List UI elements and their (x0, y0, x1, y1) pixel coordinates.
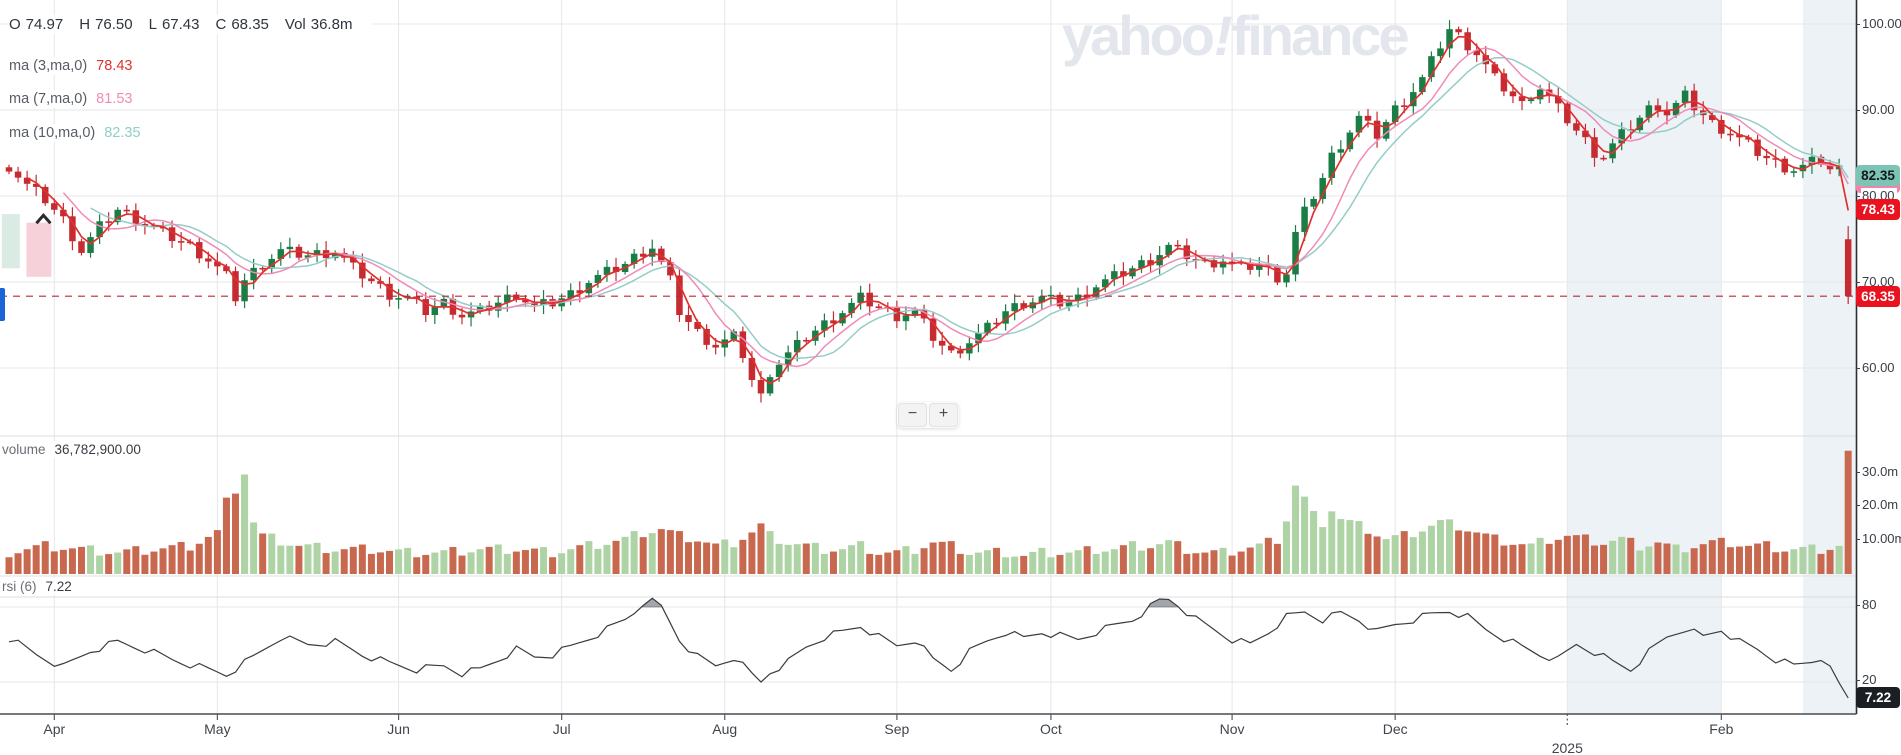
chart-plot-area[interactable] (0, 0, 1857, 714)
period-highlight-bands (1567, 0, 1857, 714)
rsi-value: 7.22 (45, 579, 72, 594)
zoom-out-button[interactable]: − (898, 403, 927, 427)
ma3-line (26, 35, 1850, 385)
ohlc-key: O (9, 16, 21, 33)
zoom-in-button[interactable]: + (929, 403, 958, 427)
rsi-series (8, 597, 1849, 699)
x-axis-label-dec: Dec (1382, 721, 1408, 737)
axis-tick (1856, 605, 1860, 606)
x-axis-label-jun: Jun (387, 721, 410, 737)
rsi-readout: rsi (6) 7.22 (2, 578, 76, 595)
pane-resize-handle[interactable] (0, 288, 5, 321)
ohlc-pair-h: H 76.50 (79, 16, 132, 33)
axis-tick (1856, 505, 1860, 506)
axis-tick (1856, 471, 1860, 473)
ohlc-pair-l: L 67.43 (149, 16, 200, 33)
volume-axis-label-10: 10.00m (1862, 530, 1901, 546)
price-axis-label-60: 60.00 (1862, 360, 1895, 375)
ma10-legend-label: ma (10,ma,0) (9, 125, 96, 141)
moving-average-lines (26, 35, 1850, 385)
ma3-legend-label: ma (3,ma,0) (9, 58, 88, 74)
ohlc-key: H (79, 16, 91, 33)
price-axis-label-100: 100.00 (1862, 16, 1901, 31)
rsi-line (8, 597, 1849, 699)
x-axis-label-nov: Nov (1219, 721, 1245, 737)
axis-tick (1856, 110, 1860, 111)
ma10-legend-value: 82.35 (104, 125, 141, 141)
ma10-price-badge: 82.35 (1856, 165, 1900, 187)
x-axis-label-feb: Feb (1709, 721, 1734, 737)
ma7-legend[interactable]: ma (7,ma,0) 81.53 (8, 90, 138, 108)
axis-tick (1856, 538, 1860, 540)
volume-readout: volume 36,782,900.00 (2, 441, 145, 458)
ohlc-value: 67.43 (161, 16, 200, 33)
ma3-legend[interactable]: ma (3,ma,0) 78.43 (8, 57, 138, 75)
price-axis-label-70: 70.00 (1862, 274, 1895, 289)
x-axis-label-sep: Sep (884, 721, 910, 737)
x-axis-label-jul: Jul (552, 721, 571, 737)
ma7-legend-label: ma (7,ma,0) (9, 91, 88, 107)
watermark-finance: finance (1232, 4, 1410, 67)
ohlc-readout: O 74.97 H 76.50 L 67.43 C 68.35 Vol 36.8m (8, 15, 374, 34)
axis-tick (1856, 282, 1860, 283)
axis-tick (1856, 680, 1860, 681)
ohlc-value: 76.50 (95, 16, 133, 33)
ohlc-value: 36.8m (310, 16, 353, 33)
ma3-legend-value: 78.43 (96, 58, 133, 74)
price-axis-label-90: 90.00 (1862, 102, 1895, 117)
ohlc-pair-c: C 68.35 (216, 16, 269, 33)
axis-tick (1856, 368, 1860, 369)
rsi-label: rsi (6) (2, 579, 37, 594)
axis-tick (1856, 24, 1860, 25)
volume-value: 36,782,900.00 (54, 442, 141, 457)
volume-label: volume (2, 442, 46, 457)
ohlc-value: 74.97 (25, 16, 64, 33)
yahoo-finance-watermark: yahoo!finance (1062, 3, 1410, 68)
watermark-yahoo: yahoo (1062, 4, 1215, 67)
rsi-value-badge: 7.22 (1856, 687, 1900, 709)
volume-series[interactable] (5, 450, 1852, 574)
ohlc-key: C (215, 16, 227, 33)
x-axis-year-label: 2025 (1551, 740, 1583, 755)
price-axis[interactable]: 82.35 78.43 68.35 7.22 100.00 90.00 80.00 7… (1856, 0, 1901, 755)
rsi-axis-label-80: 80 (1862, 597, 1877, 612)
ohlc-pair-vol: Vol 36.8m (285, 16, 353, 33)
last-price-badge: 68.35 (1856, 285, 1900, 307)
event-caret-marker (35, 212, 52, 225)
volume-axis-label-30: 30.0m (1862, 463, 1899, 479)
ohlc-value: 68.35 (231, 16, 269, 33)
ma3-price-badge: 78.43 (1856, 199, 1900, 220)
ma10-legend[interactable]: ma (10,ma,0) 82.35 (8, 124, 146, 142)
ma7-legend-value: 81.53 (96, 91, 133, 107)
x-axis-label-apr: Apr (43, 721, 66, 737)
x-axis-label-aug: Aug (712, 721, 738, 737)
faded-candles (1, 212, 52, 277)
ohlc-key: L (148, 16, 157, 33)
ohlc-pair-o: O 74.97 (9, 16, 63, 33)
ma10-line (90, 57, 1849, 360)
x-axis-label-may: May (204, 721, 231, 737)
rsi-axis-label-20: 20 (1862, 672, 1877, 687)
axis-tick (1856, 196, 1860, 197)
volume-axis-label-20: 20.0m (1862, 497, 1899, 512)
axes (0, 0, 1858, 727)
ohlc-key: Vol (284, 16, 306, 33)
zoom-controls: − + (897, 402, 959, 428)
watermark-exclamation: ! (1214, 4, 1233, 67)
ma7-line (62, 47, 1849, 368)
x-axis-label-oct: Oct (1040, 721, 1062, 737)
